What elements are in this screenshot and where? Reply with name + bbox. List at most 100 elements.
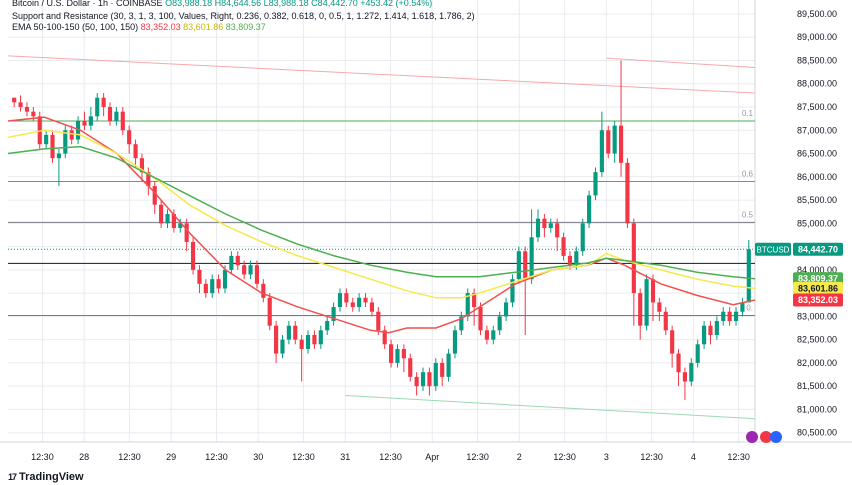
candle xyxy=(357,293,362,312)
tradingview-logo[interactable]: 17 TradingView xyxy=(8,471,84,483)
candle xyxy=(676,348,681,387)
candle-body xyxy=(676,353,681,373)
candle xyxy=(363,293,368,308)
candle xyxy=(344,288,349,308)
candle xyxy=(280,334,285,359)
candle-body xyxy=(197,269,202,284)
candle-body xyxy=(408,358,413,377)
candle-body xyxy=(599,130,604,173)
candle xyxy=(650,274,656,322)
candle xyxy=(50,130,55,163)
candle-body xyxy=(152,186,157,205)
y-tick-label: 86,500.00 xyxy=(797,149,837,159)
sr-indicator-legend[interactable]: Support and Resistance (30, 3, 1, 3, 100… xyxy=(12,11,475,21)
candle xyxy=(401,344,406,373)
candle xyxy=(127,125,132,154)
candle xyxy=(459,311,464,335)
ema100-value: 83,601.86 xyxy=(183,22,224,32)
candle xyxy=(746,239,751,303)
sr-level-label: 0. xyxy=(746,303,753,312)
candle xyxy=(382,325,387,349)
candle xyxy=(733,307,739,326)
candle xyxy=(165,209,170,228)
candle xyxy=(593,167,598,201)
y-tick-label: 81,500.00 xyxy=(797,381,837,391)
candle-body xyxy=(82,120,87,126)
sr-level-label: 0.1 xyxy=(742,109,754,118)
candle xyxy=(12,97,17,108)
candle-body xyxy=(516,251,521,280)
candle xyxy=(689,358,694,387)
candle-body xyxy=(625,162,630,224)
candle-body xyxy=(593,172,598,196)
candle xyxy=(465,288,470,322)
candle xyxy=(299,334,304,382)
candle-body xyxy=(427,372,432,387)
candle-body xyxy=(612,125,617,154)
candle-body xyxy=(638,293,643,326)
candle-body xyxy=(452,330,458,354)
candle-body xyxy=(657,302,662,312)
candle xyxy=(638,288,643,340)
candle-body xyxy=(101,97,106,108)
candle xyxy=(216,274,221,294)
candle-body xyxy=(497,316,502,331)
candle-body xyxy=(344,293,349,303)
candle xyxy=(516,246,521,284)
candle xyxy=(248,260,253,280)
chart-header-symbol: Bitcoin / U.S. Dollar · 1h · COINBASE O8… xyxy=(12,0,432,8)
y-tick-label: 84,000.00 xyxy=(797,265,837,275)
candle-body xyxy=(503,302,509,317)
candle-body xyxy=(420,372,426,387)
candle xyxy=(229,251,234,275)
candle xyxy=(197,265,202,294)
candle-body xyxy=(631,223,636,294)
candle xyxy=(574,246,579,270)
candle-body xyxy=(203,283,208,294)
ema-line-ema100 xyxy=(7,129,756,299)
candle-body xyxy=(146,172,151,187)
candle-body xyxy=(293,325,298,340)
candle xyxy=(75,116,81,145)
x-tick-label: Apr xyxy=(425,452,439,462)
candle-body xyxy=(24,107,30,112)
candle xyxy=(708,321,713,345)
candle-body xyxy=(542,218,547,228)
candle-body xyxy=(337,293,343,308)
y-tick-label: 85,500.00 xyxy=(797,195,837,205)
candle-body xyxy=(561,237,566,256)
candle-body xyxy=(650,279,656,303)
candle-body xyxy=(478,307,483,331)
x-tick-label: 12:30 xyxy=(379,452,402,462)
candle xyxy=(286,321,291,345)
x-tick-label: 2 xyxy=(517,452,522,462)
candle-body xyxy=(159,204,164,224)
y-tick-label: 82,000.00 xyxy=(797,358,837,368)
candle-body xyxy=(606,130,611,154)
candle xyxy=(178,218,183,233)
candle-body xyxy=(363,297,368,303)
candle-body xyxy=(44,134,49,145)
candle xyxy=(56,148,61,187)
candle-body xyxy=(50,134,55,159)
price-badge-text: 83,601.86 xyxy=(798,283,838,293)
sr-level-label: 0.6 xyxy=(742,169,754,178)
candle-body xyxy=(472,293,477,308)
candle xyxy=(274,321,279,363)
price-badge-ema100: 83,601.86 xyxy=(793,281,843,295)
flag-icon xyxy=(770,431,782,443)
candle-body xyxy=(369,302,374,312)
symbol-label[interactable]: Bitcoin / U.S. Dollar · 1h · COINBASE xyxy=(12,0,163,8)
candle xyxy=(478,302,483,335)
candle xyxy=(242,260,247,280)
candle-body xyxy=(702,325,707,345)
candle-body xyxy=(740,302,745,312)
candle-body xyxy=(178,223,183,228)
ema-indicator-legend[interactable]: EMA 50-100-150 (50, 100, 150) 83,352.03 … xyxy=(12,22,266,32)
y-tick-label: 87,500.00 xyxy=(797,102,837,112)
candle-body xyxy=(382,330,387,345)
x-tick-label: 12:30 xyxy=(640,452,663,462)
candle-body xyxy=(312,334,317,345)
candle xyxy=(555,218,560,252)
